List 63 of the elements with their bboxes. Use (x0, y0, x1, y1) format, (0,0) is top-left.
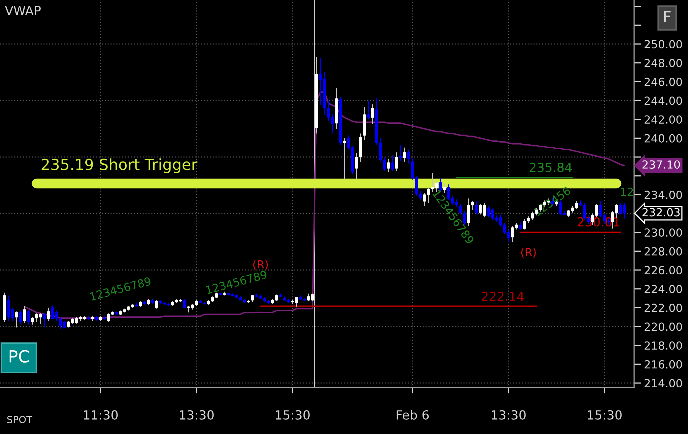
x-tick-label: 11:30 (84, 410, 118, 420)
candlestick (619, 202, 622, 216)
y-tick-label: 248.00 (644, 59, 682, 68)
y-tick-label: 226.00 (644, 266, 682, 275)
candlestick (623, 202, 626, 220)
candlestick (51, 304, 54, 320)
chart-title: VWAP (5, 6, 41, 16)
y-tick-label: 250.00 (644, 40, 682, 49)
annotation: (R) (522, 248, 536, 258)
y-tick-label: 244.00 (644, 96, 682, 106)
y-tick-label: 234.00 (644, 190, 682, 200)
y-tick-label: 240.00 (644, 134, 682, 143)
annotation: (R) (254, 260, 268, 270)
candlestick (511, 225, 514, 243)
candlestick (39, 312, 42, 325)
candlestick (487, 206, 490, 218)
candlestick (47, 307, 50, 322)
candlestick (483, 202, 486, 218)
y-tick-label: 222.00 (644, 304, 682, 312)
ref-line-label: 222.14 (482, 292, 524, 302)
text: 232.03 (642, 208, 680, 217)
ref-line-label: 235.84 (530, 162, 572, 172)
y-tick-label: 224.00 (644, 285, 682, 294)
y-tick-label: 246.00 (644, 78, 682, 86)
candlestick (467, 198, 470, 227)
y-tick-label: 230.00 (644, 228, 682, 237)
text: 237.10 (642, 160, 680, 169)
candlestick (15, 311, 18, 328)
x-tick-label: 15:30 (588, 410, 622, 420)
annotation: PC (10, 350, 30, 363)
y-tick-label: 220.00 (644, 322, 682, 332)
x-tick-label: Feb 6 (396, 410, 429, 420)
x-tick-label: 15:30 (276, 410, 310, 420)
candlestick (343, 138, 346, 180)
annotation: 12 (621, 188, 634, 196)
candlestick (367, 100, 370, 120)
candlestick (27, 309, 30, 326)
candlestick (475, 200, 478, 216)
candlestick (403, 147, 406, 163)
y-tick-label: 214.00 (644, 379, 682, 388)
candlestick (395, 152, 398, 172)
y-tick-label: 216.00 (644, 360, 682, 369)
candlestick (387, 158, 390, 173)
candlestick (491, 208, 494, 221)
ref-line-label: 235.19 Short Trigger (42, 158, 198, 174)
x-tick-label: 13:30 (492, 410, 526, 420)
candlestick (391, 154, 394, 172)
y-tick-label: 242.00 (644, 116, 682, 124)
candlestick (523, 218, 526, 230)
x-tick-label: 13:30 (180, 410, 214, 420)
y-tick-label: 228.00 (644, 247, 682, 256)
candlestick (479, 204, 482, 216)
candlestick (295, 296, 298, 308)
candlestick (23, 305, 26, 324)
text: SPOT (8, 416, 33, 424)
candlestick (19, 310, 22, 325)
candlestick (399, 144, 402, 162)
y-tick-label: 218.00 (644, 342, 682, 350)
candlestick (559, 200, 562, 216)
candlestick (7, 295, 10, 322)
candlestick (371, 104, 374, 125)
candlestick (43, 312, 46, 328)
text: F (664, 11, 671, 22)
